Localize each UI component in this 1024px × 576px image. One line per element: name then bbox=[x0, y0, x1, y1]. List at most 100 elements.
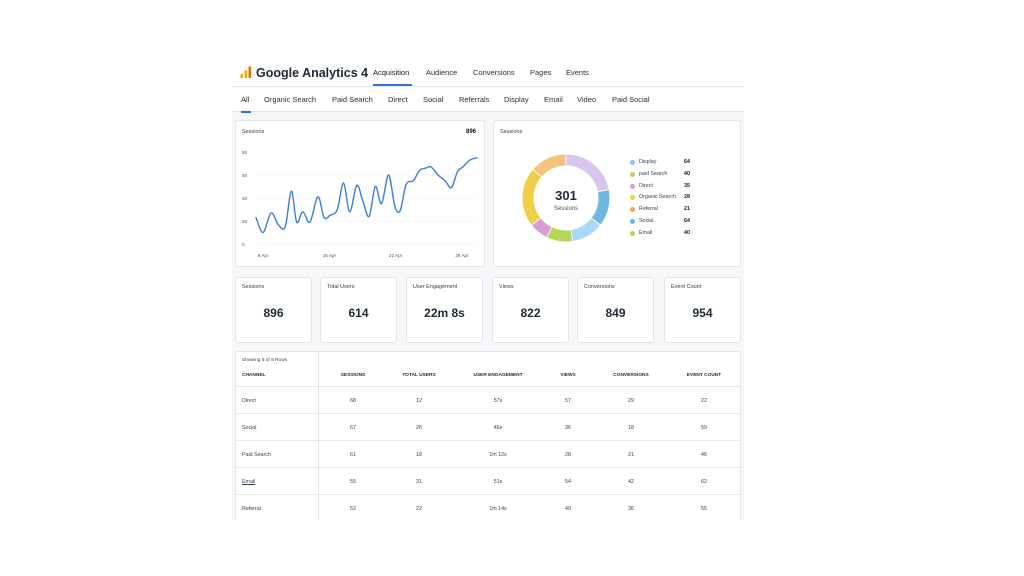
legend-label: Referral bbox=[639, 206, 658, 213]
legend-item[interactable]: paid Search 40 bbox=[630, 171, 720, 179]
cell-event-count: 22 bbox=[701, 398, 707, 404]
table-row[interactable]: Email 55 31 51s 54 42 62 bbox=[236, 468, 742, 495]
legend-label: Organic Search bbox=[639, 194, 676, 201]
table-row[interactable]: Paid Search 61 18 1m 12s 28 21 46 bbox=[236, 441, 742, 468]
donut-slice[interactable] bbox=[566, 154, 609, 192]
y-tick-label: 40 bbox=[242, 196, 248, 201]
sessions-donut-chart: 301 Sessions bbox=[522, 154, 610, 242]
y-tick-label: 80 bbox=[242, 150, 248, 155]
table-row[interactable]: Social 67 26 46s 36 18 59 bbox=[236, 414, 742, 441]
sessions-line-chart-card: Sessions 896 0 20 40 60 80 8 Apr 15 Apr 22 Apr 2… bbox=[235, 120, 485, 267]
x-tick-label: 29 Apr bbox=[455, 253, 469, 258]
cell-user-engagement: 57s bbox=[493, 398, 503, 404]
cell-total-users: 26 bbox=[416, 425, 422, 431]
legend-swatch bbox=[630, 183, 635, 189]
channel-tab-all[interactable]: All bbox=[241, 95, 250, 104]
active-channel-indicator bbox=[241, 111, 251, 113]
channel-filter-bar: All Organic Search Paid Search Direct So… bbox=[232, 86, 744, 113]
rows-count-label: Showing 5 of 8 Rows bbox=[242, 358, 288, 363]
legend-value: 64 bbox=[684, 218, 690, 224]
channel-tab-direct[interactable]: Direct bbox=[388, 95, 408, 104]
sessions-series-line[interactable] bbox=[255, 157, 478, 234]
cell-event-count: 59 bbox=[701, 425, 707, 431]
column-header-user-engagement[interactable]: USER ENGAGEMENT bbox=[473, 373, 523, 378]
channel-tab-paid-search[interactable]: Paid Search bbox=[332, 95, 373, 104]
column-header-total-users[interactable]: TOTAL USERS bbox=[402, 373, 436, 378]
tab-events[interactable]: Events bbox=[566, 68, 589, 77]
tab-conversions[interactable]: Conversions bbox=[473, 68, 515, 77]
donut-slice[interactable] bbox=[570, 218, 600, 241]
cell-views: 49 bbox=[565, 506, 571, 512]
legend-value: 40 bbox=[684, 170, 690, 177]
cell-channel: Referral bbox=[242, 506, 261, 512]
kpi-label: Total Users bbox=[327, 284, 355, 290]
kpi-value: 822 bbox=[520, 306, 541, 320]
column-header-views[interactable]: VIEWS bbox=[560, 373, 576, 378]
column-header-event-count[interactable]: EVENT COUNT bbox=[686, 373, 722, 378]
legend-value: 21 bbox=[684, 206, 690, 213]
channel-tab-video[interactable]: Video bbox=[577, 95, 597, 104]
cell-views: 57 bbox=[565, 398, 571, 404]
tab-audience[interactable]: Audience bbox=[426, 68, 458, 77]
cell-conversions: 42 bbox=[628, 479, 634, 485]
cell-sessions: 52 bbox=[350, 506, 356, 512]
legend-swatch bbox=[630, 195, 635, 201]
kpi-label: Sessions bbox=[242, 284, 265, 290]
bar-chart-icon bbox=[240, 66, 252, 78]
legend-value: 64 bbox=[684, 159, 690, 165]
active-tab-indicator bbox=[373, 84, 412, 86]
kpi-card-total-users: Total Users 614 bbox=[320, 277, 397, 343]
cell-views: 54 bbox=[565, 479, 571, 485]
cell-sessions: 67 bbox=[350, 425, 356, 431]
legend-label: paid Search bbox=[639, 170, 668, 177]
legend-item[interactable]: Display 64 bbox=[630, 159, 720, 167]
channel-tab-referrals[interactable]: Referrals bbox=[459, 95, 490, 104]
table-row[interactable]: Direct 68 12 57s 57 29 22 bbox=[236, 387, 742, 414]
cell-event-count: 55 bbox=[701, 506, 707, 512]
donut-slice[interactable] bbox=[533, 154, 566, 177]
kpi-value: 896 bbox=[263, 306, 284, 320]
channel-table: Showing 5 of 8 Rows CHANNEL SESSIONS TOT… bbox=[235, 351, 742, 520]
x-tick-label: 22 Apr bbox=[389, 253, 403, 258]
tab-pages[interactable]: Pages bbox=[530, 68, 552, 77]
channel-tab-social[interactable]: Social bbox=[423, 95, 444, 104]
legend-label: Direct bbox=[639, 182, 653, 189]
legend-item[interactable]: Organic Search 28 bbox=[630, 194, 720, 202]
tab-acquisition[interactable]: Acquisition bbox=[373, 68, 410, 77]
donut-slice[interactable] bbox=[532, 218, 552, 237]
channel-tab-display[interactable]: Display bbox=[504, 95, 529, 104]
donut-slice[interactable] bbox=[522, 170, 542, 225]
cell-sessions: 61 bbox=[350, 452, 356, 458]
kpi-label: Event Count bbox=[671, 284, 702, 290]
donut-slice[interactable] bbox=[591, 190, 610, 225]
legend-item[interactable]: Social 64 bbox=[630, 218, 720, 226]
channel-tab-organic-search[interactable]: Organic Search bbox=[264, 95, 317, 104]
kpi-value: 614 bbox=[348, 306, 369, 320]
cell-total-users: 22 bbox=[416, 506, 422, 512]
table-header-divider bbox=[236, 386, 742, 387]
kpi-card-user-engagement: User Engagement 22m 8s bbox=[406, 277, 483, 343]
column-header-sessions[interactable]: SESSIONS bbox=[340, 373, 366, 378]
cell-sessions: 68 bbox=[350, 398, 356, 404]
x-tick-label: 8 Apr bbox=[258, 253, 269, 258]
donut-slice[interactable] bbox=[547, 227, 573, 242]
column-header-channel[interactable]: CHANNEL bbox=[242, 373, 266, 378]
cell-user-engagement: 51s bbox=[493, 479, 503, 485]
channel-tab-paid-social[interactable]: Paid Social bbox=[612, 95, 650, 104]
line-chart-title: Sessions bbox=[242, 129, 265, 135]
y-tick-label: 20 bbox=[242, 219, 248, 224]
cell-sessions: 55 bbox=[350, 479, 356, 485]
kpi-value: 849 bbox=[605, 306, 626, 320]
legend-swatch bbox=[630, 160, 635, 165]
table-row[interactable]: Referral 52 22 1m 14s 49 36 55 bbox=[236, 495, 742, 520]
legend-item[interactable]: Direct 35 bbox=[630, 183, 720, 191]
legend-item[interactable]: Referral 21 bbox=[630, 206, 720, 214]
sessions-total: 896 bbox=[465, 129, 476, 135]
y-tick-label: 0 bbox=[242, 242, 245, 247]
cell-event-count: 46 bbox=[701, 452, 707, 458]
cell-total-users: 18 bbox=[416, 452, 422, 458]
channel-tab-email[interactable]: Email bbox=[544, 95, 563, 104]
column-header-conversions[interactable]: CONVERSIONS bbox=[613, 373, 649, 378]
cell-channel-link[interactable]: Email bbox=[242, 479, 256, 485]
legend-item[interactable]: Email 40 bbox=[630, 230, 720, 238]
